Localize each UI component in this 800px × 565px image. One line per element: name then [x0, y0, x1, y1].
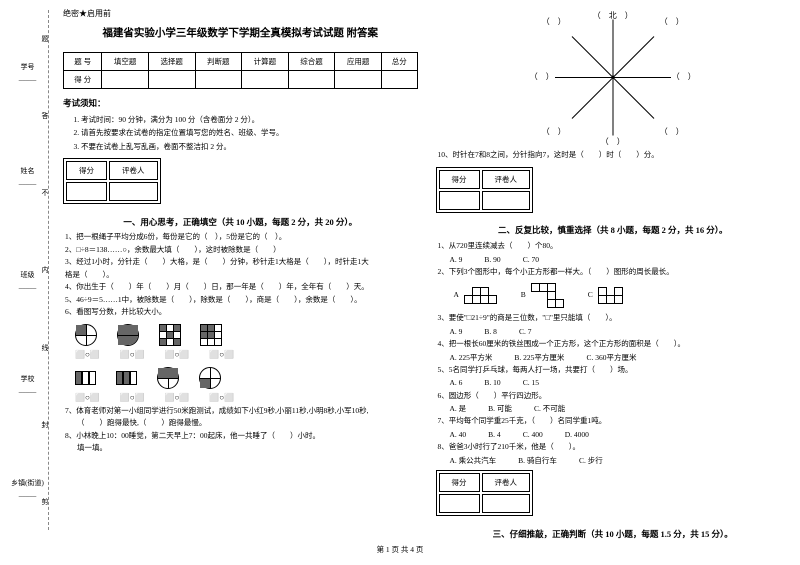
- exam-notices: 考试时间：90 分钟，满分为 100 分（含卷面分 2 分）。 请首先按要求在试…: [67, 114, 418, 152]
- polyomino-b-icon: [532, 283, 564, 307]
- q1-5: 5、46÷9＝5……1中，被除数是（ ），除数是（ ），商是（ ），余数是（ ）…: [65, 295, 418, 306]
- page-footer: 第 1 页 共 4 页: [0, 540, 800, 555]
- q2-3-opts: A. 9B. 8C. 7: [450, 326, 791, 337]
- q1-4: 4、你出生于（ ）年（ ）月（ ）日，那一年是（ ）年，全年有（ ）天。: [65, 282, 418, 293]
- compare-ops-2: ⬜○⬜⬜○⬜⬜○⬜⬜○⬜: [75, 392, 418, 404]
- q1-7: 7、体育老师对第一小组同学进行50米跑测试，成绩如下小红9秒,小丽11秒,小明8…: [65, 406, 418, 417]
- q2-8-opts: A. 乘公共汽车B. 骑自行车C. 步行: [450, 455, 791, 466]
- q1-8: 8、小林晚上10：00睡觉，第二天早上7：00起床，他一共睡了（ ）小时。: [65, 431, 418, 442]
- q2-4-opts: A. 225平方米B. 225平方厘米C. 360平方厘米: [450, 352, 791, 363]
- q2-1-opts: A. 9B. 90C. 70: [450, 254, 791, 265]
- q2-1: 1、从720里连续减去（ ）个80。: [438, 241, 791, 252]
- circle-c-icon: [157, 367, 179, 389]
- q2-5-opts: A. 6B. 10C. 15: [450, 377, 791, 388]
- q2-2: 2、下列3个图形中，每个小正方形都一样大。（ ）图形的周长最长。: [438, 267, 791, 278]
- q2-8: 8、爸爸3小时行了210千米，他是（ ）。: [438, 442, 791, 453]
- q2-6-opts: A. 是B. 可能C. 不可能: [450, 403, 791, 414]
- q2-4: 4、把一根长60厘米的铁丝围成一个正方形，这个正方形的面积是（ ）。: [438, 339, 791, 350]
- circle-eighths-icon: [117, 324, 139, 346]
- grid-3x3-b-icon: [200, 324, 221, 345]
- grader-box-2: 得分评卷人: [436, 167, 534, 214]
- q1-3: 3、经过1小时，分针走（ ）大格，是（ ）分钟，秒针走1大格是（ ），时针走1大: [65, 257, 418, 268]
- section-2-title: 二、反复比较，慎重选择（共 8 小题，每题 2 分，共 16 分）。: [436, 224, 791, 237]
- q2-7: 7、平均每个同学重25千克，（ ）名同学重1吨。: [438, 416, 791, 427]
- circle-d-icon: [199, 367, 221, 389]
- right-column: （ 北 ） （ ） （ ） （ ） （ ） （ ） （ ） （ ） 10、时针在…: [436, 8, 791, 540]
- q1-6: 6、看图写分数，并比较大小。: [65, 307, 418, 318]
- q1-7b: （ ）跑得最快,（ ）跑得最慢。: [77, 418, 418, 429]
- polyomino-a-icon: [465, 287, 497, 303]
- q2-2-shapes: A B C: [454, 283, 791, 307]
- exam-title: 福建省实验小学三年级数学下学期全真模拟考试试题 附答案: [63, 26, 418, 42]
- section-1-title: 一、用心思考，正确填空（共 10 小题，每题 2 分，共 20 分）。: [63, 216, 418, 229]
- fraction-shapes-row-2: [75, 367, 418, 389]
- fraction-shapes-row-1: [75, 324, 418, 346]
- confidential-label: 绝密★启用前: [63, 8, 418, 20]
- compass-diagram: （ 北 ） （ ） （ ） （ ） （ ） （ ） （ ） （ ）: [548, 12, 678, 142]
- grid-3x3-a-icon: [159, 324, 180, 345]
- q1-3b: 格是（ ）。: [65, 270, 418, 281]
- circle-quarters-icon: [75, 324, 97, 346]
- polyomino-c-icon: [599, 287, 623, 303]
- section-3-title: 三、仔细推敲，正确判断（共 10 小题，每题 1.5 分，共 15 分）。: [436, 528, 791, 541]
- q1-1: 1、把一根绳子平均分成6份，每份是它的（ ），5份是它的（ ）。: [65, 232, 418, 243]
- grader-box-1: 得分评卷人: [63, 158, 161, 205]
- q1-2: 2、□÷8＝138……○，余数最大填（ ），这时被除数是（ ）: [65, 245, 418, 256]
- q1-10: 10、时针在7和8之间，分针指向7，这时是（ ）时（ ）分。: [438, 150, 791, 161]
- q2-5: 5、5名同学打乒乓球，每两人打一场，共要打（ ）场。: [438, 365, 791, 376]
- score-summary-table: 题 号 填空题 选择题 判断题 计算题 综合题 应用题 总分 得 分: [63, 52, 418, 90]
- cut-line-labels: 题 答 不 内 线 封 剪: [40, 0, 50, 540]
- left-column: 绝密★启用前 福建省实验小学三年级数学下学期全真模拟考试试题 附答案 题 号 填…: [63, 8, 418, 540]
- q2-3: 3、要使"□21÷9"的商是三位数，"□"里只能填（ ）。: [438, 313, 791, 324]
- compare-ops-1: ⬜○⬜⬜○⬜⬜○⬜⬜○⬜: [75, 349, 418, 361]
- binding-margin: 题 答 不 内 线 封 剪 学号_____ 姓名_____ 班级_____ 学校…: [0, 0, 55, 540]
- notice-title: 考试须知：: [63, 97, 418, 110]
- q1-8b: 填一填。: [77, 443, 418, 454]
- q2-7-opts: A. 40B. 4C. 400D. 4000: [450, 429, 791, 440]
- q2-6: 6、圆边形（ ）平行四边形。: [438, 391, 791, 402]
- grader-box-3: 得分评卷人: [436, 470, 534, 517]
